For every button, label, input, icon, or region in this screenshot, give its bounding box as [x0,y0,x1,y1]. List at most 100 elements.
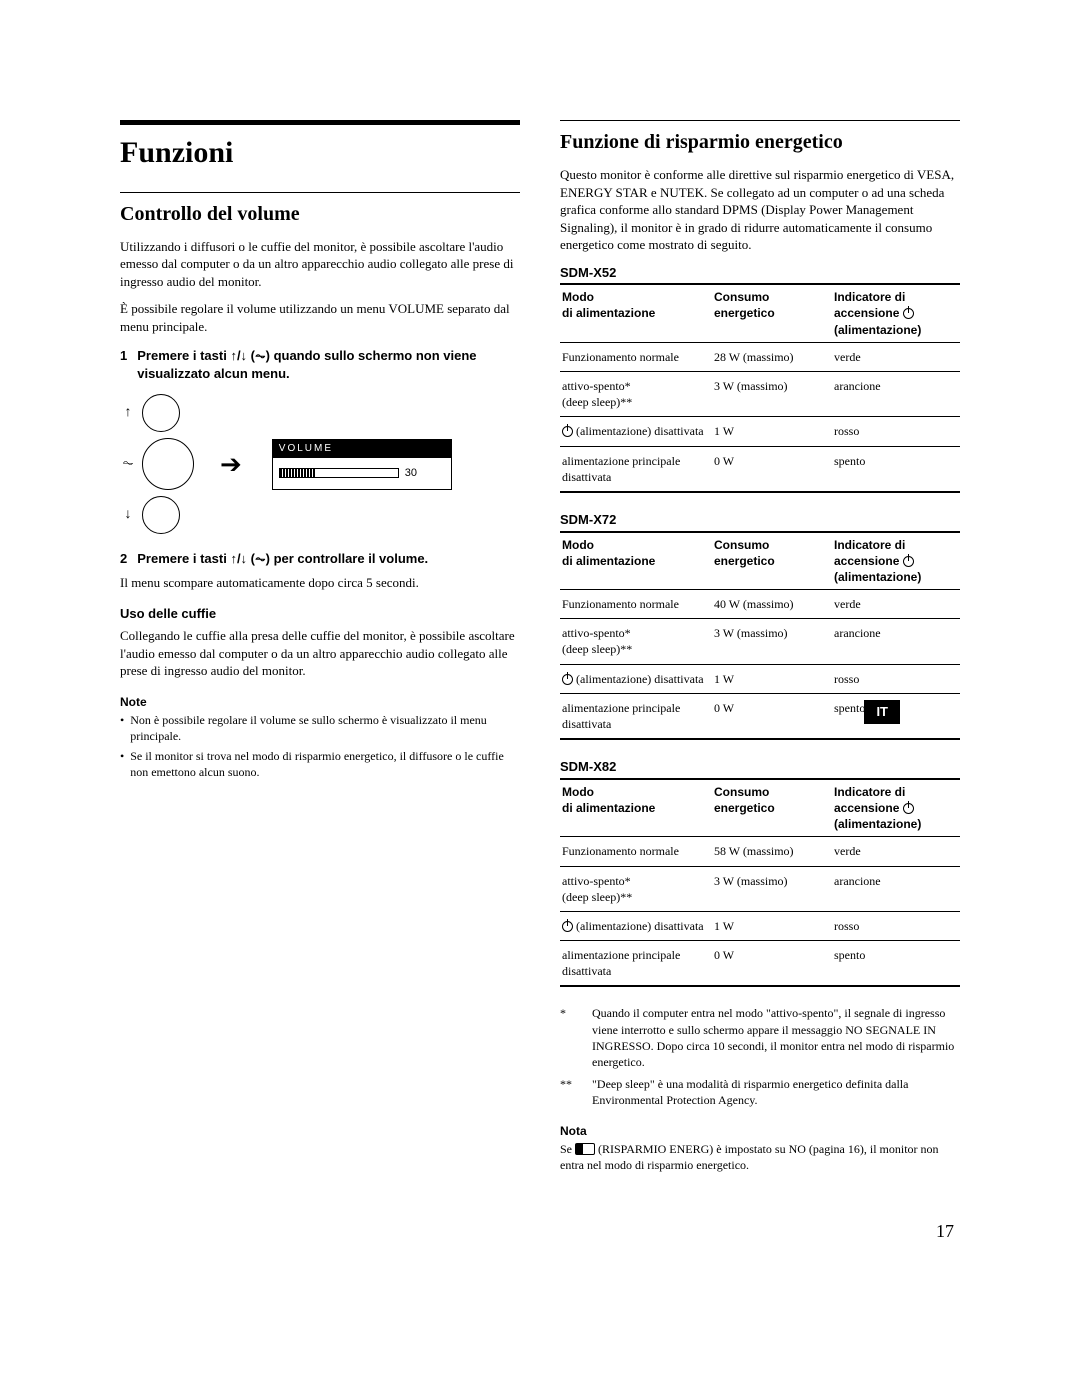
cell-mode: Funzionamento normale [560,837,712,866]
cell-power: 0 W [712,446,832,492]
cell-indicator: verde [832,590,960,619]
cell-power: 3 W (massimo) [712,619,832,664]
model-title: SDM-X82 [560,758,960,776]
col-header-power: Consumoenergetico [712,779,832,837]
cell-power: 40 W (massimo) [712,590,832,619]
col-header-power: Consumoenergetico [712,284,832,342]
step-text: Premere i tasti ↑/↓ (⏦) quando sullo sch… [137,347,520,382]
paragraph: Utilizzando i diffusori o le cuffie del … [120,238,520,291]
right-column: Funzione di risparmio energetico Questo … [560,120,960,1183]
osd-volume-panel: VOLUME 30 [272,439,452,489]
footnotes: * Quando il computer entra nel modo "att… [560,1005,960,1108]
paragraph: È possibile regolare il volume utilizzan… [120,300,520,335]
cell-mode: alimentazione principale disattivata [560,941,712,987]
rule [560,120,960,121]
col-header-mode: Mododi alimentazione [560,779,712,837]
eco-icon [575,1143,595,1155]
spec-table: Mododi alimentazioneConsumoenergeticoInd… [560,531,960,741]
cell-mode: attivo-spento*(deep sleep)** [560,866,712,911]
cell-power: 1 W [712,664,832,693]
cell-mode: (alimentazione) disattivata [560,664,712,693]
col-header-indicator: Indicatore diaccensione (alimentazione) [832,779,960,837]
spec-table: Mododi alimentazioneConsumoenergeticoInd… [560,283,960,493]
button-outline-icon [142,394,180,432]
power-icon [562,921,573,932]
cell-power: 1 W [712,417,832,446]
cell-indicator: verde [832,342,960,371]
cell-indicator: rosso [832,911,960,940]
osd-title: VOLUME [273,440,451,458]
footnote-mark: * [560,1005,584,1070]
footnote-mark: ** [560,1076,584,1108]
osd-volume-bar [279,468,399,478]
cell-indicator: rosso [832,664,960,693]
table-row: (alimentazione) disattivata1 Wrosso [560,417,960,446]
model-title: SDM-X72 [560,511,960,529]
subsection-title: Funzione di risparmio energetico [560,129,960,156]
col-header-mode: Mododi alimentazione [560,284,712,342]
cell-indicator: rosso [832,417,960,446]
table-row: attivo-spento*(deep sleep)**3 W (massimo… [560,619,960,664]
cell-indicator: verde [832,837,960,866]
button-outline-icon [142,496,180,534]
spec-table: Mododi alimentazioneConsumoenergeticoInd… [560,778,960,988]
power-icon [562,674,573,685]
step-2: 2 Premere i tasti ↑/↓ (⏦) per controllar… [120,550,520,568]
cell-power: 0 W [712,693,832,739]
footnote: ** "Deep sleep" è una modalità di rispar… [560,1076,960,1108]
table-row: Funzionamento normale28 W (massimo)verde [560,342,960,371]
arrow-right-icon: ➔ [220,447,242,482]
cell-power: 1 W [712,911,832,940]
paragraph: Il menu scompare automaticamente dopo ci… [120,574,520,592]
paragraph: Questo monitor è conforme alle direttive… [560,166,960,254]
page-number: 17 [120,1219,960,1243]
power-icon [562,426,573,437]
list-item: •Se il monitor si trova nel modo di risp… [120,748,520,780]
table-row: (alimentazione) disattivata1 Wrosso [560,664,960,693]
cell-power: 3 W (massimo) [712,866,832,911]
cell-mode: attivo-spento*(deep sleep)** [560,372,712,417]
nota-text: Se [560,1142,575,1156]
cell-indicator: spento [832,446,960,492]
cell-mode: Funzionamento normale [560,590,712,619]
paragraph: Collegando le cuffie alla presa delle cu… [120,627,520,680]
table-row: alimentazione principale disattivata0 Ws… [560,693,960,739]
arrow-down-icon: ↓ [120,506,136,525]
osd-volume-value: 30 [405,466,417,481]
cell-mode: attivo-spento*(deep sleep)** [560,619,712,664]
monitor-buttons-illustration: ↑ ⏦ ➔ ↓ [120,394,242,534]
rule [120,192,520,193]
nota-text: (RISPARMIO ENERG) è impostato su NO (pag… [560,1142,939,1172]
rule [120,120,520,125]
cell-power: 0 W [712,941,832,987]
cell-mode: (alimentazione) disattivata [560,911,712,940]
cell-indicator: arancione [832,866,960,911]
headphones-heading: Uso delle cuffie [120,605,520,623]
table-row: attivo-spento*(deep sleep)**3 W (massimo… [560,866,960,911]
col-header-indicator: Indicatore diaccensione (alimentazione) [832,532,960,590]
footnote: * Quando il computer entra nel modo "att… [560,1005,960,1070]
list-item: •Non è possibile regolare il volume se s… [120,712,520,744]
section-title: Funzioni [120,133,520,174]
col-header-indicator: Indicatore diaccensione (alimentazione) [832,284,960,342]
footnote-text: Quando il computer entra nel modo "attiv… [592,1005,960,1070]
button-outline-icon [142,438,194,490]
paragraph: Se (RISPARMIO ENERG) è impostato su NO (… [560,1141,960,1173]
language-tab: IT [864,700,900,724]
speaker-icon: ⏦ [120,455,136,474]
cell-mode: alimentazione principale disattivata [560,446,712,492]
step-1: 1 Premere i tasti ↑/↓ (⏦) quando sullo s… [120,347,520,382]
cell-power: 28 W (massimo) [712,342,832,371]
table-row: attivo-spento*(deep sleep)**3 W (massimo… [560,372,960,417]
volume-diagram: ↑ ⏦ ➔ ↓ VOLUME 30 [120,394,520,534]
step-text: Premere i tasti ↑/↓ (⏦) per controllare … [137,550,520,568]
note-heading: Note [120,694,520,710]
cell-mode: (alimentazione) disattivata [560,417,712,446]
notes-list: •Non è possibile regolare il volume se s… [120,712,520,781]
subsection-title: Controllo del volume [120,201,520,228]
footnote-text: "Deep sleep" è una modalità di risparmio… [592,1076,960,1108]
step-number: 1 [120,347,127,382]
table-row: (alimentazione) disattivata1 Wrosso [560,911,960,940]
cell-indicator: spento [832,941,960,987]
cell-indicator: arancione [832,619,960,664]
